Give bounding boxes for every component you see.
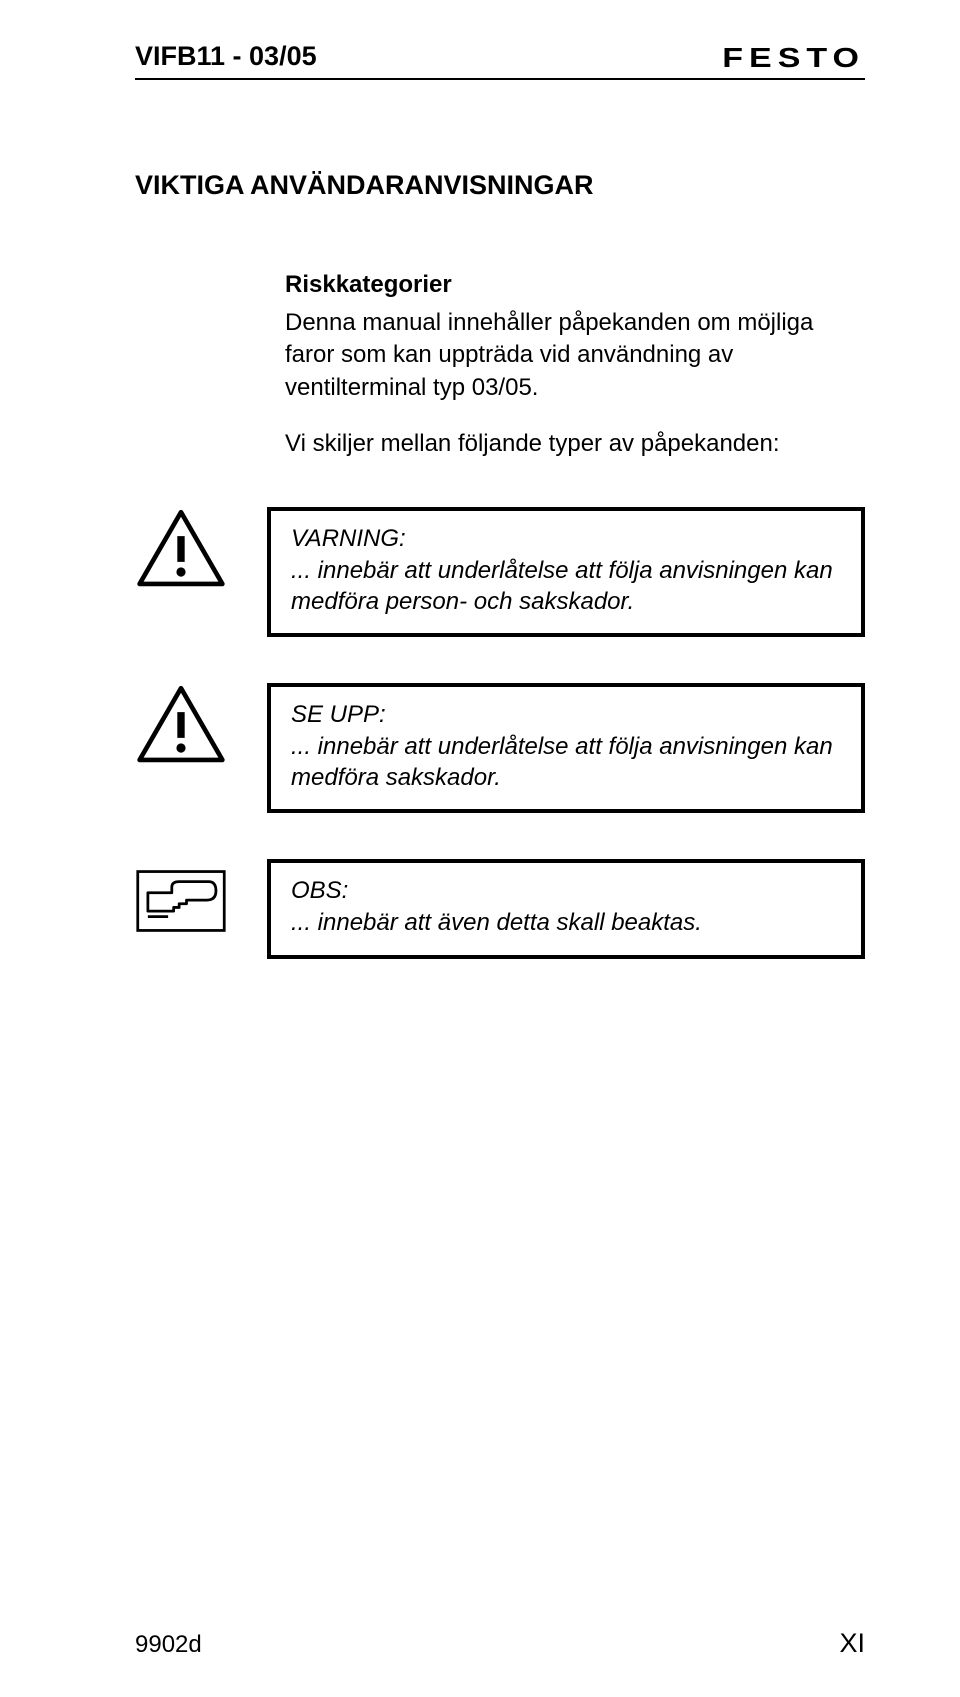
caution-head: SE UPP: <box>291 701 841 729</box>
note-head: OBS: <box>291 877 841 905</box>
intro-block: Riskkategorier Denna manual innehåller p… <box>285 271 865 461</box>
header-rule <box>135 78 865 80</box>
warning-head: VARNING: <box>291 525 841 553</box>
intro-paragraph-1: Denna manual innehåller påpekanden om mö… <box>285 307 865 404</box>
caution-body: ... innebär att underlåtelse att följa a… <box>291 731 841 793</box>
footer-left: 9902d <box>135 1631 202 1659</box>
warning-icon <box>135 507 227 591</box>
section-title: VIKTIGA ANVÄNDARANVISNINGAR <box>135 170 865 201</box>
notice-caution: SE UPP: ... innebär att underlåtelse att… <box>135 683 865 813</box>
intro-paragraph-2: Vi skiljer mellan följande typer av påpe… <box>285 428 865 460</box>
footer: 9902d XI <box>135 1628 865 1659</box>
caution-box: SE UPP: ... innebär att underlåtelse att… <box>267 683 865 813</box>
caution-icon <box>135 683 227 767</box>
note-box: OBS: ... innebär att även detta skall be… <box>267 859 865 958</box>
document-code: VIFB11 - 03/05 <box>135 41 317 72</box>
intro-heading: Riskkategorier <box>285 271 865 299</box>
note-body: ... innebär att även detta skall beaktas… <box>291 907 841 938</box>
warning-box: VARNING: ... innebär att underlåtelse at… <box>267 507 865 637</box>
notice-warning: VARNING: ... innebär att underlåtelse at… <box>135 507 865 637</box>
warning-body: ... innebär att underlåtelse att följa a… <box>291 555 841 617</box>
page: VIFB11 - 03/05 FESTO VIKTIGA ANVÄNDARANV… <box>0 0 960 1697</box>
pointing-hand-icon <box>135 859 227 943</box>
footer-page-number: XI <box>839 1628 865 1659</box>
brand-logo: FESTO <box>722 44 865 72</box>
header: VIFB11 - 03/05 FESTO <box>135 38 865 72</box>
notice-note: OBS: ... innebär att även detta skall be… <box>135 859 865 958</box>
